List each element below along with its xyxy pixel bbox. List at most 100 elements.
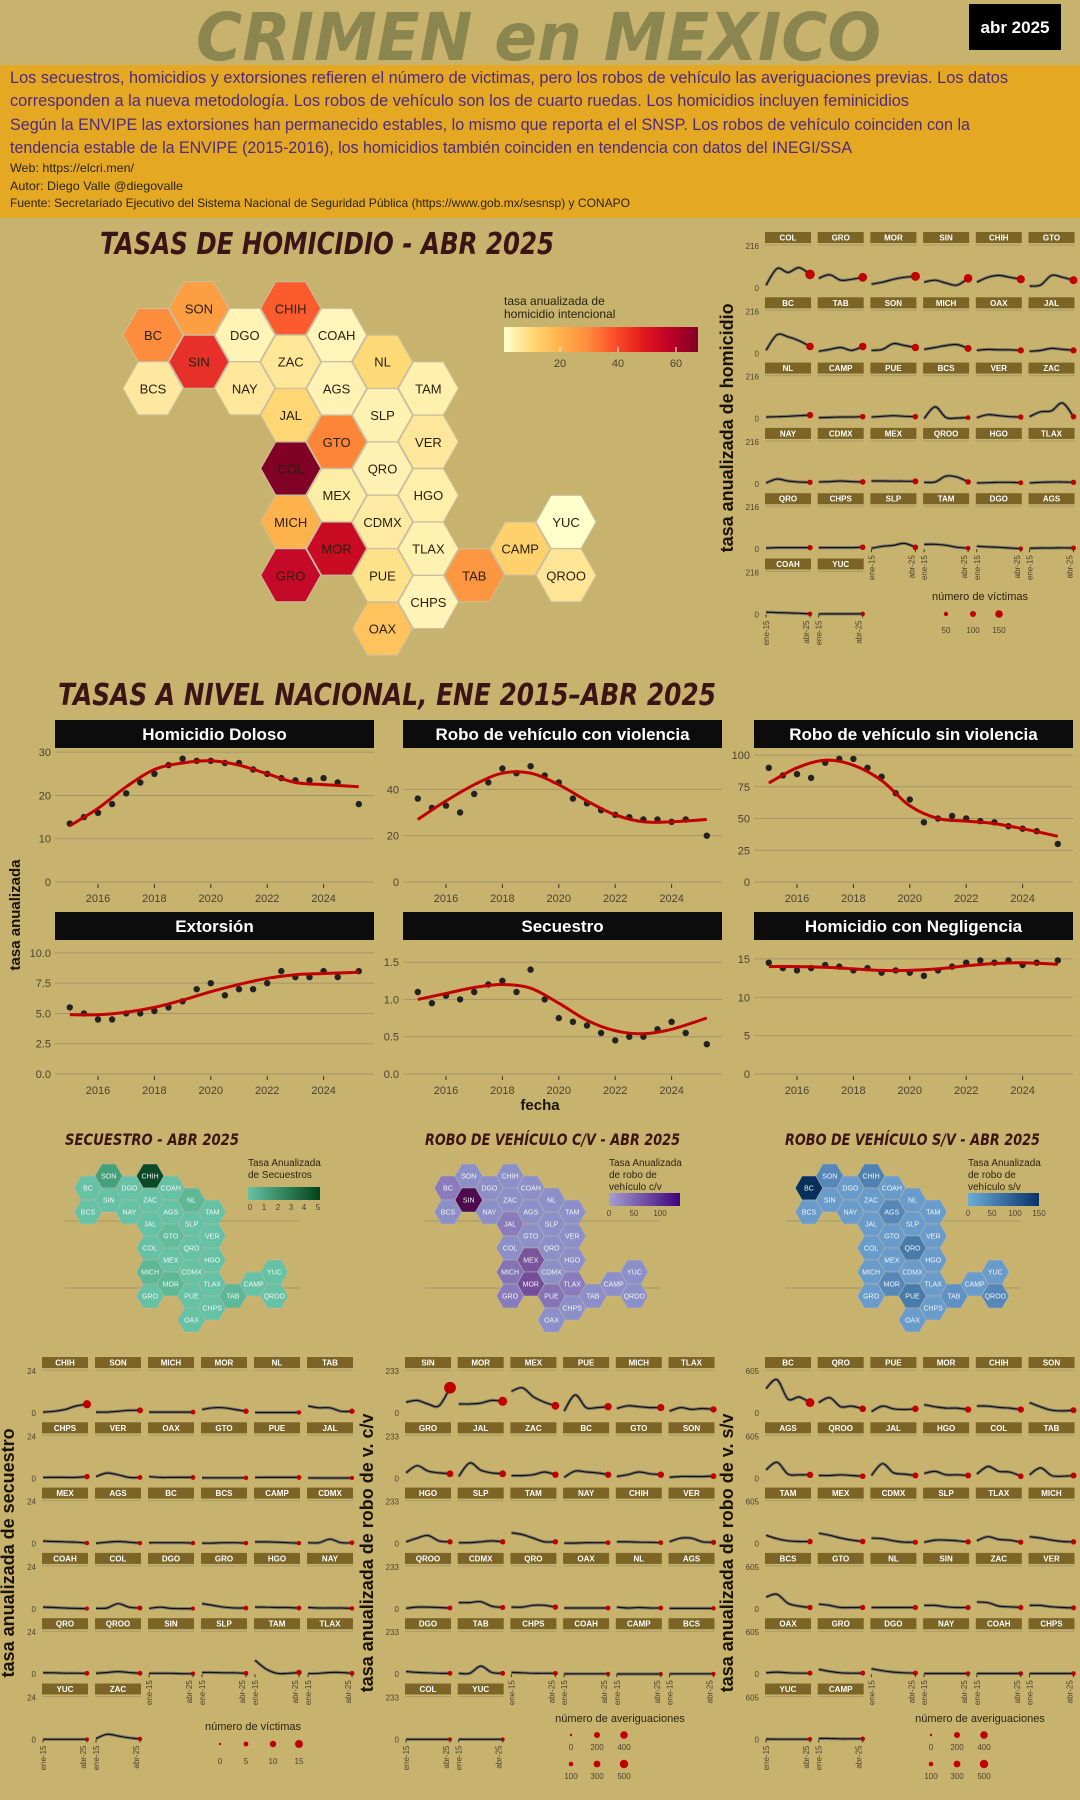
panel-strip — [405, 1357, 451, 1368]
data-point — [207, 980, 214, 987]
y-tick-label: 0 — [755, 1605, 760, 1614]
data-point — [668, 1018, 675, 1025]
panel-points-band — [871, 341, 916, 352]
panel-strip — [870, 1357, 917, 1368]
data-point — [793, 770, 801, 778]
panel-strip-label: MEX — [832, 1489, 850, 1498]
y-tick-label: 0 — [755, 1540, 760, 1549]
state-hex-label: BCS — [441, 1210, 456, 1217]
panel-strip — [457, 1357, 504, 1368]
panel-strip — [870, 232, 917, 243]
y-tick-label: 216 — [746, 503, 760, 512]
y-tick-label: 0 — [755, 415, 760, 424]
state-hex-label: COL — [277, 462, 304, 477]
state-hex-label: QROO — [264, 1294, 286, 1301]
panel-oax: OAX — [148, 1422, 196, 1480]
panel-last-value-dot — [860, 1604, 866, 1611]
state-hex-label: TAM — [565, 1210, 579, 1217]
panel-last-value-dot — [1071, 545, 1076, 551]
state-hex-qroo — [260, 1283, 289, 1309]
panel-last-value-dot — [137, 1670, 143, 1676]
panel-strip-label: OAX — [779, 1620, 797, 1629]
panel-strip — [923, 1618, 970, 1630]
panel-trend-line — [201, 1542, 247, 1544]
x-tick-label: ene-15 — [762, 620, 771, 645]
state-hex-label: YUC — [988, 1270, 1003, 1277]
panel-last-value-dot — [912, 1670, 918, 1676]
panel-strip-label: TLAX — [1041, 429, 1063, 438]
data-point — [264, 980, 271, 987]
panel-last-value-dot — [858, 342, 867, 351]
panel-strip — [817, 1552, 864, 1564]
x-tick-label: 2016 — [434, 893, 458, 905]
panel-oax: OAX — [765, 1618, 813, 1676]
small-multiples-homicide_panels: tasa anualizada de homicidio 216 0 216 0 216 0… — [717, 232, 1078, 645]
panel-last-value-dot — [190, 1671, 196, 1676]
x-tick-label: 2020 — [199, 893, 223, 905]
y-tick-label: 24 — [27, 1694, 36, 1703]
panel-last-value-dot — [447, 1539, 453, 1545]
panel-last-value-dot — [1071, 1671, 1076, 1676]
panel-tam: TAM ene-15 abr-25 — [920, 493, 971, 580]
panel-last-value-dot — [349, 1670, 355, 1676]
data-point — [682, 1029, 689, 1037]
panel-qro: QRO — [817, 1357, 866, 1413]
panel-strip-label: BC — [165, 1489, 177, 1498]
size-legend-dot — [953, 1760, 961, 1768]
panel-trend-line — [511, 1671, 556, 1674]
homicide-map-title: TASAS DE HOMICIDIO - ABR 2025 — [100, 227, 554, 262]
panel-strip-label: CHPS — [522, 1620, 545, 1629]
panel-strip-label: TAB — [322, 1359, 338, 1368]
state-hex-label: MOR — [523, 1282, 539, 1289]
date-badge-label: abr 2025 — [981, 18, 1050, 37]
mini-hex-map-3: ROBO DE VEHÍCULO S/V - ABR 2025 SON CHIH BC… — [785, 1130, 1046, 1333]
panel-strip — [870, 1552, 917, 1564]
x-tick-label: ene-15 — [867, 1680, 876, 1705]
state-hex-label: JAL — [504, 1222, 516, 1229]
chart-title: Extorsión — [175, 917, 253, 936]
legend-tick-label: 40 — [612, 358, 624, 370]
panel-strip — [95, 1422, 141, 1434]
size-legend-label: 150 — [992, 626, 1006, 635]
size-legend-label: 50 — [942, 626, 951, 635]
panel-trend-line — [405, 1534, 451, 1543]
panel-trend-line — [616, 1541, 661, 1544]
panel-strip-label: VER — [683, 1489, 700, 1498]
panel-strip — [1028, 1487, 1075, 1499]
panel-last-value-dot — [500, 1539, 506, 1545]
panel-strip-label: CDMX — [829, 429, 853, 438]
panel-last-value-dot — [807, 479, 813, 486]
panel-trend-line — [923, 343, 969, 351]
panel-strip — [668, 1487, 715, 1499]
state-hex-label: SIN — [824, 1198, 836, 1205]
panel-strip-label: YUC — [57, 1685, 74, 1694]
panel-strip-label: AGS — [1043, 495, 1061, 504]
state-hex-label: DGO — [230, 328, 260, 343]
panel-last-value-dot — [500, 1670, 506, 1676]
panel-trend-line — [95, 1540, 141, 1544]
state-hex-chps — [397, 575, 459, 629]
panel-son: SON — [95, 1357, 143, 1414]
panel-trend-line — [201, 1671, 247, 1674]
state-hex-label: CAMP — [501, 542, 539, 557]
panel-trend-line — [976, 348, 1021, 351]
panel-strip-label: SIN — [164, 1620, 178, 1629]
panel-trend-line — [458, 1665, 503, 1675]
panel-tab: TAB — [307, 1357, 355, 1414]
x-tick-label: ene-15 — [198, 1680, 207, 1705]
state-hex-tab — [443, 548, 505, 603]
national-x-axis-label: fecha — [520, 1097, 560, 1114]
data-point — [612, 1037, 619, 1044]
legend-color-bar — [968, 1193, 1039, 1206]
state-hex-label: CHPS — [562, 1306, 582, 1313]
panel-trend-line — [42, 1672, 88, 1674]
panel-last-value-dot — [860, 611, 865, 617]
state-hex-bcs — [122, 361, 184, 416]
panel-last-value-dot — [604, 1471, 612, 1478]
panel-dgo: DGO ene-15 abr-25 — [973, 493, 1024, 580]
legend-tick-label: 0 — [966, 1209, 971, 1218]
state-hex-label: COL — [143, 1246, 158, 1253]
y-axis-label: tasa anualizada de robo de v. c/v — [357, 1414, 377, 1693]
data-point — [948, 812, 956, 820]
state-hex-gro — [856, 1283, 886, 1309]
